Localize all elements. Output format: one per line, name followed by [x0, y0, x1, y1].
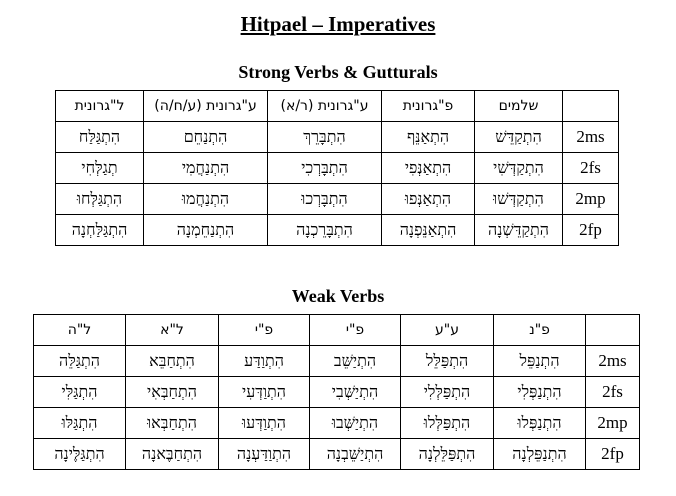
person-label: 2mp: [562, 183, 619, 215]
person-label: 2ms: [562, 121, 619, 153]
verb-form-cell: הִתְוַדַּע: [218, 345, 310, 377]
verb-form-cell: הִתְקַדְּשׁוּ: [474, 183, 563, 215]
table-row: הִתְגַּלַּח הִתְנַחֵם הִתְבָּרֵךְ הִתְאַנֵּ…: [55, 121, 619, 153]
column-header: [585, 314, 640, 346]
column-header: [562, 90, 619, 122]
weak-verbs-heading: Weak Verbs: [291, 286, 385, 306]
verb-form-cell: הִתְחַבֶּאנָה: [125, 438, 219, 470]
column-header: ל"א: [125, 314, 219, 346]
person-label: 2mp: [585, 407, 640, 439]
verb-form-cell: הִתְאַנֵּפְנָה: [381, 214, 475, 246]
strong-verbs-heading: Strong Verbs & Gutturals: [238, 62, 438, 82]
verb-form-cell: הִתְנַחֵמְנָה: [143, 214, 268, 246]
header-row: ל"ה ל"א פ"י פ"י ע"ע פ"נ: [33, 314, 640, 346]
verb-form-cell: הִתְוַדְּעִי: [218, 376, 310, 408]
verb-form-cell: הִתְנַחֵם: [143, 121, 268, 153]
table-row: תְגַלְּחִי הִתְנַחֲמִי הִתְבָּרְכִי הִתְאַנ…: [55, 152, 619, 184]
column-header: פ"נ: [493, 314, 586, 346]
verb-form-cell: הִתְפַּלֵּלְנָה: [400, 438, 494, 470]
verb-form-cell: הִתְיַשֵּׁבְנָה: [309, 438, 401, 470]
table-row: הִתְגַּלֶּינָה הִתְחַבֶּאנָה הִתְוַדַּעְנָ…: [33, 438, 640, 470]
verb-form-cell: הִתְגַּלִּי: [33, 376, 126, 408]
verb-form-cell: הִתְקַדֵּשְׁנָה: [474, 214, 563, 246]
column-header: פ"י: [309, 314, 401, 346]
verb-form-cell: הִתְחַבֵּא: [125, 345, 219, 377]
verb-form-cell: הִתְבָּרֵכְנָה: [267, 214, 382, 246]
header-row: ל"גרונית ע"גרונית (ע/ח/ה) ע"גרונית (ר/א) פ"…: [55, 90, 619, 122]
verb-form-cell: הִתְקַדֵּשׁ: [474, 121, 563, 153]
verb-form-cell: הִתְנַפְּלִי: [493, 376, 586, 408]
verb-form-cell: הִתְנַפֵּל: [493, 345, 586, 377]
verb-form-cell: הִתְאַנְּפוּ: [381, 183, 475, 215]
page-title: Hitpael – Imperatives: [240, 12, 436, 36]
verb-form-cell: הִתְחַבְּאוּ: [125, 407, 219, 439]
verb-form-cell: הִתְיַשְּׁבוּ: [309, 407, 401, 439]
verb-form-cell: הִתְוַדְּעוּ: [218, 407, 310, 439]
column-header: פ"י: [218, 314, 310, 346]
verb-form-cell: הִתְנַפְּלוּ: [493, 407, 586, 439]
table-row: הִתְגַּלֵּה הִתְחַבֵּא הִתְוַדַּע הִתְיַשֵּ…: [33, 345, 640, 377]
verb-form-cell: הִתְנַחֲמִי: [143, 152, 268, 184]
verb-form-cell: הִתְבָּרְכִי: [267, 152, 382, 184]
verb-form-cell: הִתְוַדַּעְנָה: [218, 438, 310, 470]
person-label: 2fs: [562, 152, 619, 184]
verb-form-cell: הִתְגַּלְּחוּ: [55, 183, 144, 215]
verb-form-cell: תְגַלְּחִי: [55, 152, 144, 184]
column-header: ע"ע: [400, 314, 494, 346]
weak-verbs-table: ל"ה ל"א פ"י פ"י ע"ע פ"נ הִתְגַּלֵּה הִתְחַבֵּא ה…: [33, 314, 640, 470]
verb-form-cell: הִתְפַּלְּלוּ: [400, 407, 494, 439]
verb-form-cell: הִתְגַּלַּחְנָה: [55, 214, 144, 246]
verb-form-cell: הִתְפַּלְּלִי: [400, 376, 494, 408]
verb-form-cell: הִתְיַשְּׁבִי: [309, 376, 401, 408]
verb-form-cell: הִתְקַדְּשִׁי: [474, 152, 563, 184]
table-row: הִתְגַּלִּי הִתְחַבְּאִי הִתְוַדְּעִי הִתְי…: [33, 376, 640, 408]
verb-form-cell: הִתְבָּרֵךְ: [267, 121, 382, 153]
verb-form-cell: הִתְאַנְּפִי: [381, 152, 475, 184]
verb-form-cell: הִתְגַּלֵּה: [33, 345, 126, 377]
verb-form-cell: הִתְחַבְּאִי: [125, 376, 219, 408]
verb-form-cell: הִתְאַנֵּף: [381, 121, 475, 153]
person-label: 2fp: [562, 214, 619, 246]
verb-form-cell: הִתְנַחֲמוּ: [143, 183, 268, 215]
verb-form-cell: הִתְגַּלַּח: [55, 121, 144, 153]
column-header: ע"גרונית (ע/ח/ה): [143, 90, 268, 122]
person-label: 2ms: [585, 345, 640, 377]
column-header: ל"ה: [33, 314, 126, 346]
person-label: 2fp: [585, 438, 640, 470]
verb-form-cell: הִתְפַּלֵּל: [400, 345, 494, 377]
column-header: ע"גרונית (ר/א): [267, 90, 382, 122]
verb-form-cell: הִתְבָּרְכוּ: [267, 183, 382, 215]
verb-form-cell: הִתְנַפֵּלְנָה: [493, 438, 586, 470]
column-header: שלמים: [474, 90, 563, 122]
strong-verbs-table: ל"גרונית ע"גרונית (ע/ח/ה) ע"גרונית (ר/א) פ"…: [55, 90, 619, 246]
table-row: הִתְגַּלְּחוּ הִתְנַחֲמוּ הִתְבָּרְכוּ הִתְ…: [55, 183, 619, 215]
verb-form-cell: הִתְגַּלּוּ: [33, 407, 126, 439]
person-label: 2fs: [585, 376, 640, 408]
column-header: ל"גרונית: [55, 90, 144, 122]
verb-form-cell: הִתְגַּלֶּינָה: [33, 438, 126, 470]
table-row: הִתְגַּלּוּ הִתְחַבְּאוּ הִתְוַדְּעוּ הִתְי…: [33, 407, 640, 439]
table-row: הִתְגַּלַּחְנָה הִתְנַחֵמְנָה הִתְבָּרֵכְנ…: [55, 214, 619, 246]
column-header: פ"גרונית: [381, 90, 475, 122]
verb-form-cell: הִתְיַשֵּׁב: [309, 345, 401, 377]
